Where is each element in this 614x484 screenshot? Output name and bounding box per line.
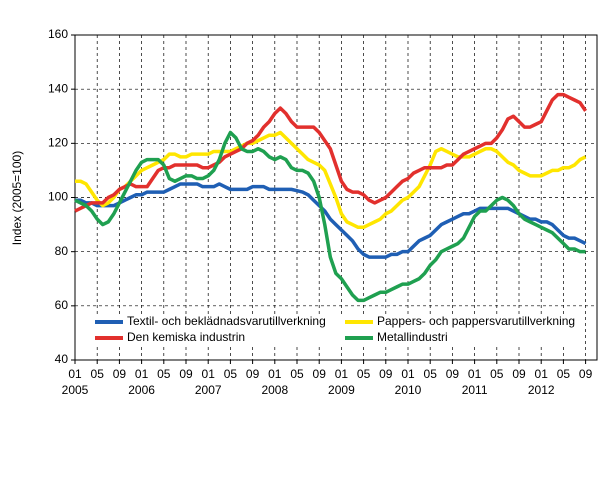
x-tick-label: 05 <box>557 367 571 381</box>
x-tick-label: 05 <box>290 367 304 381</box>
x-year-label: 2011 <box>462 383 488 397</box>
legend-bg <box>341 330 581 346</box>
x-tick-label: 09 <box>512 367 526 381</box>
x-tick-label: 09 <box>379 367 393 381</box>
x-tick-label: 09 <box>579 367 593 381</box>
y-tick-label: 140 <box>48 81 68 95</box>
x-tick-label: 09 <box>179 367 193 381</box>
legend-label: Pappers- och pappersvarutillverkning <box>377 314 575 328</box>
x-tick-label: 01 <box>135 367 149 381</box>
x-tick-label: 09 <box>313 367 327 381</box>
x-tick-label: 01 <box>68 367 82 381</box>
x-tick-label: 05 <box>224 367 238 381</box>
x-tick-label: 05 <box>424 367 438 381</box>
y-tick-label: 40 <box>55 352 69 366</box>
x-tick-label: 09 <box>446 367 460 381</box>
x-year-label: 2008 <box>261 383 288 397</box>
x-tick-label: 05 <box>157 367 171 381</box>
series-line <box>74 130 586 303</box>
x-year-label: 2010 <box>395 383 422 397</box>
x-year-label: 2006 <box>128 383 155 397</box>
legend-bg <box>91 314 331 330</box>
x-year-label: 2012 <box>528 383 555 397</box>
y-tick-label: 60 <box>55 298 69 312</box>
x-tick-label: 01 <box>268 367 282 381</box>
legend-label: Metallindustri <box>377 330 448 344</box>
series-line <box>75 182 587 259</box>
legend-label: Den kemiska industrin <box>127 330 245 344</box>
x-tick-label: 01 <box>401 367 415 381</box>
legend-bg <box>91 330 331 346</box>
x-year-label: 2005 <box>62 383 89 397</box>
legend-bg <box>341 314 581 330</box>
x-tick-label: 09 <box>113 367 127 381</box>
x-year-label: 2007 <box>195 383 222 397</box>
y-tick-label: 120 <box>48 136 68 150</box>
x-tick-label: 01 <box>335 367 349 381</box>
series-line <box>74 92 588 213</box>
x-tick-label: 01 <box>202 367 216 381</box>
legend-label: Textil- och beklädnadsvarutillverkning <box>127 314 326 328</box>
x-tick-label: 09 <box>246 367 260 381</box>
x-tick-label: 05 <box>490 367 504 381</box>
x-tick-label: 05 <box>91 367 105 381</box>
y-tick-label: 160 <box>48 27 68 41</box>
x-tick-label: 01 <box>535 367 549 381</box>
x-tick-label: 05 <box>357 367 371 381</box>
y-tick-label: 80 <box>55 244 69 258</box>
x-tick-label: 01 <box>468 367 482 381</box>
y-tick-label: 100 <box>48 190 68 204</box>
y-axis-label: Index (2005=100) <box>10 151 24 245</box>
plot-frame <box>74 34 598 361</box>
x-year-label: 2009 <box>328 383 355 397</box>
